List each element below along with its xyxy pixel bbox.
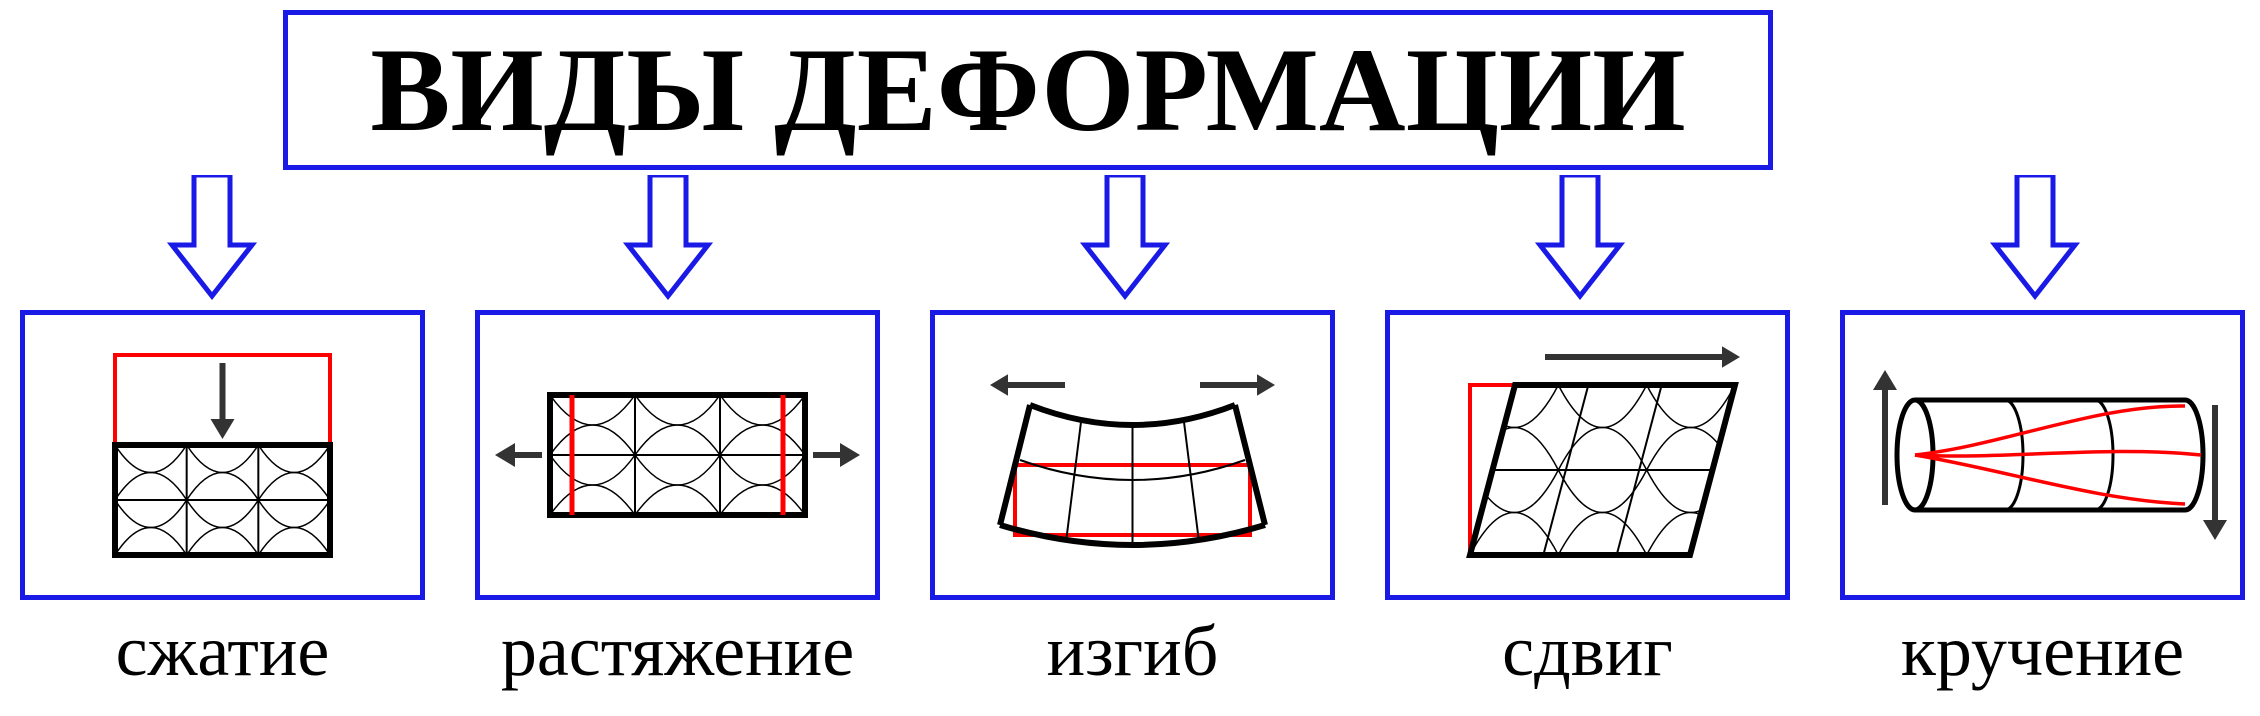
caption-tension: растяжение <box>475 610 880 693</box>
caption-torsion: кручение <box>1840 610 2245 693</box>
caption-shear: сдвиг <box>1385 610 1790 693</box>
title-box: ВИДЫ ДЕФОРМАЦИИ <box>283 10 1773 170</box>
arrow-1 <box>623 175 713 300</box>
torsion-diagram <box>1845 315 2240 595</box>
caption-bending: изгиб <box>930 610 1335 693</box>
arrow-4 <box>1990 175 2080 300</box>
cell-shear <box>1385 310 1790 600</box>
cell-bending <box>930 310 1335 600</box>
cell-compression <box>20 310 425 600</box>
shear-diagram <box>1390 315 1785 595</box>
title-text: ВИДЫ ДЕФОРМАЦИИ <box>370 21 1685 159</box>
diagram-root: ВИДЫ ДЕФОРМАЦИИ сжатие растяжение изгиб … <box>0 0 2260 716</box>
bending-diagram <box>935 315 1330 595</box>
compression-diagram <box>25 315 420 595</box>
caption-compression: сжатие <box>20 610 425 693</box>
tension-diagram <box>480 315 875 595</box>
arrow-3 <box>1535 175 1625 300</box>
cell-tension <box>475 310 880 600</box>
arrow-2 <box>1080 175 1170 300</box>
cell-torsion <box>1840 310 2245 600</box>
arrow-0 <box>167 175 257 300</box>
